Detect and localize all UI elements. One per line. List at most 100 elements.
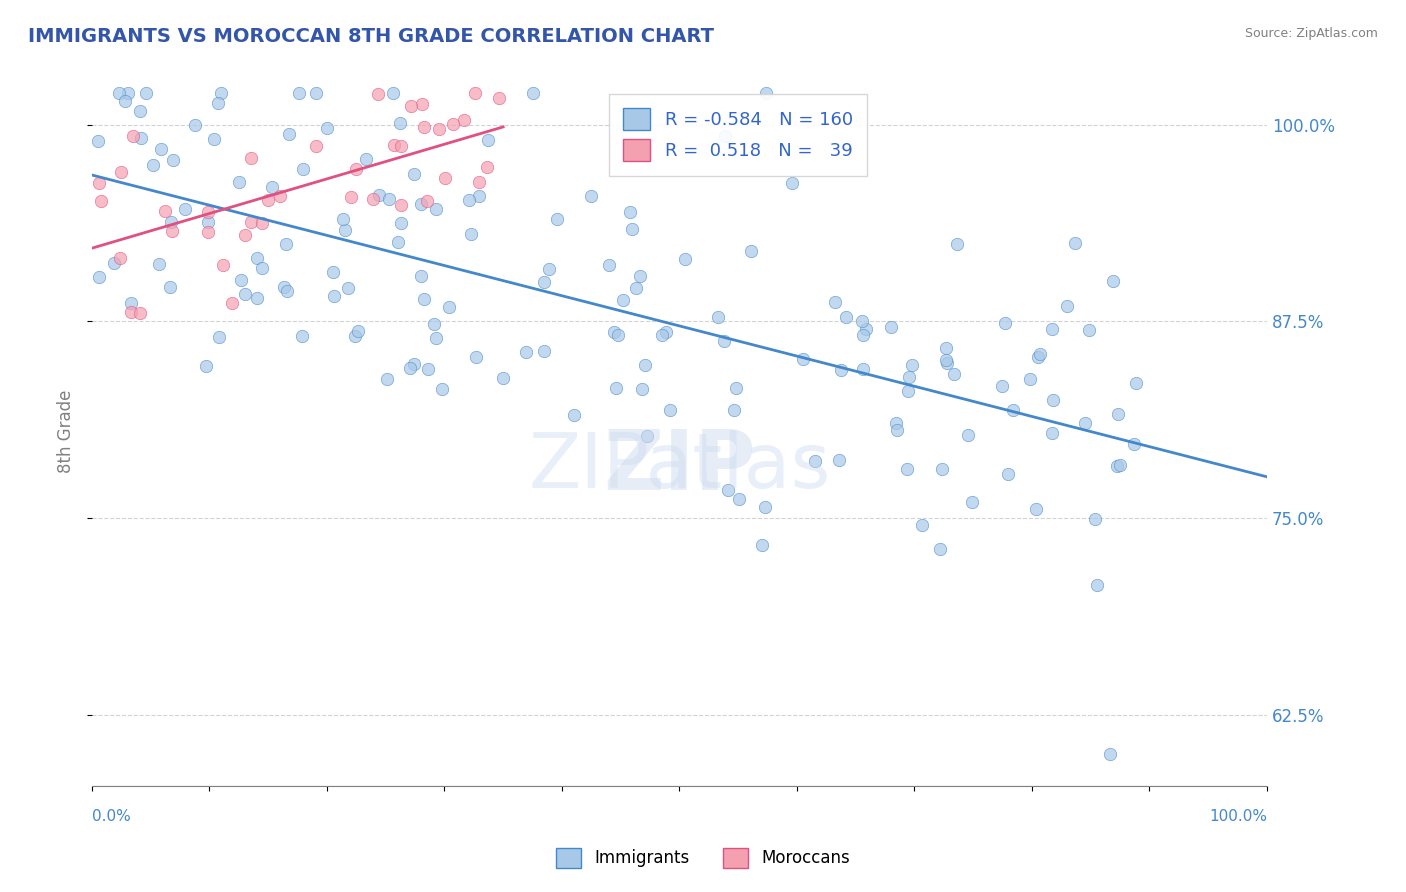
Point bbox=[305, 138, 328, 153]
Point bbox=[159, 280, 181, 294]
Point bbox=[184, 118, 207, 132]
Point bbox=[630, 268, 652, 283]
Point bbox=[537, 262, 560, 277]
Point bbox=[425, 202, 447, 216]
Point bbox=[1108, 458, 1130, 472]
Point bbox=[1074, 416, 1097, 430]
Point bbox=[233, 228, 256, 243]
Point bbox=[252, 260, 274, 275]
Point bbox=[634, 358, 657, 372]
Point bbox=[197, 225, 219, 239]
Point bbox=[142, 158, 165, 172]
Point bbox=[714, 128, 737, 143]
Text: 0.0%: 0.0% bbox=[91, 809, 131, 824]
Point bbox=[460, 227, 482, 241]
Point bbox=[620, 221, 643, 235]
Point bbox=[828, 452, 851, 467]
Point bbox=[1064, 236, 1087, 251]
Point bbox=[935, 341, 957, 355]
Point bbox=[946, 237, 969, 252]
Point bbox=[430, 382, 453, 396]
Point bbox=[128, 104, 150, 119]
Point bbox=[207, 96, 229, 111]
Point bbox=[228, 175, 250, 189]
Point bbox=[194, 359, 217, 373]
Point bbox=[412, 120, 434, 134]
Point bbox=[1002, 403, 1025, 417]
Point bbox=[991, 379, 1014, 393]
Point bbox=[603, 326, 626, 340]
Point bbox=[402, 167, 425, 181]
Point bbox=[655, 325, 678, 339]
Point bbox=[114, 94, 136, 108]
Point bbox=[935, 356, 957, 370]
Point bbox=[367, 87, 389, 101]
Point bbox=[1028, 346, 1050, 360]
Point bbox=[153, 203, 176, 218]
Point bbox=[120, 304, 142, 318]
Point bbox=[651, 328, 673, 343]
Point bbox=[339, 190, 361, 204]
Point bbox=[880, 320, 903, 334]
Text: IMMIGRANTS VS MOROCCAN 8TH GRADE CORRELATION CHART: IMMIGRANTS VS MOROCCAN 8TH GRADE CORRELA… bbox=[28, 27, 714, 45]
Point bbox=[740, 244, 762, 258]
Point bbox=[624, 281, 647, 295]
Point bbox=[402, 357, 425, 371]
Point bbox=[221, 295, 243, 310]
Point bbox=[851, 313, 873, 327]
Point bbox=[464, 86, 486, 100]
Point bbox=[378, 192, 401, 206]
Point bbox=[336, 281, 359, 295]
Point bbox=[1019, 372, 1042, 386]
Point bbox=[122, 129, 145, 144]
Point bbox=[636, 429, 658, 443]
Point bbox=[1056, 299, 1078, 313]
Point bbox=[262, 180, 284, 194]
Point bbox=[257, 193, 280, 207]
Point bbox=[896, 384, 918, 398]
Point bbox=[411, 269, 433, 284]
Point bbox=[755, 86, 778, 100]
Point bbox=[581, 189, 603, 203]
Point bbox=[322, 265, 344, 279]
Point bbox=[1125, 376, 1147, 390]
Point bbox=[129, 131, 152, 145]
Point bbox=[246, 291, 269, 305]
Point bbox=[422, 317, 444, 331]
Point bbox=[707, 310, 730, 324]
Point bbox=[1102, 274, 1125, 288]
Point bbox=[344, 162, 367, 177]
Point bbox=[886, 423, 908, 437]
Point bbox=[389, 198, 412, 212]
Point bbox=[288, 86, 311, 100]
Point bbox=[347, 324, 370, 338]
Text: ZIP: ZIP bbox=[603, 426, 755, 508]
Point bbox=[931, 462, 953, 476]
Point bbox=[659, 403, 682, 417]
Point bbox=[292, 162, 315, 177]
Point bbox=[250, 216, 273, 230]
Point bbox=[197, 215, 219, 229]
Point bbox=[120, 295, 142, 310]
Point bbox=[135, 86, 157, 100]
Point bbox=[488, 91, 510, 105]
Point bbox=[399, 99, 422, 113]
Point bbox=[533, 275, 555, 289]
Legend: R = -0.584   N = 160, R =  0.518   N =   39: R = -0.584 N = 160, R = 0.518 N = 39 bbox=[609, 94, 868, 176]
Point bbox=[413, 292, 436, 306]
Point bbox=[335, 223, 357, 237]
Point bbox=[276, 284, 298, 298]
Point bbox=[273, 279, 295, 293]
Point bbox=[960, 495, 983, 509]
Point bbox=[943, 367, 966, 381]
Point bbox=[723, 402, 745, 417]
Point bbox=[233, 287, 256, 301]
Point bbox=[418, 361, 440, 376]
Point bbox=[110, 165, 132, 179]
Point bbox=[90, 194, 112, 209]
Point bbox=[129, 306, 152, 320]
Point bbox=[475, 160, 498, 174]
Point bbox=[148, 257, 170, 271]
Point bbox=[782, 177, 804, 191]
Point bbox=[291, 328, 314, 343]
